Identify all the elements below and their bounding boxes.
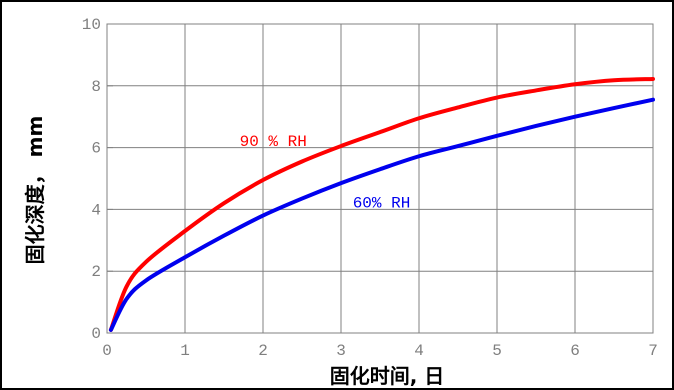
series-label-0: 90 % RH [240,133,307,151]
tick-labels: 0 1 2 3 4 5 6 7 0 2 4 6 8 10 [82,16,658,360]
x-tick-label: 4 [414,342,424,360]
plot-area [106,23,654,334]
y-tick-label: 8 [91,78,101,96]
y-tick-label: 2 [91,263,101,281]
y-tick-label: 6 [91,140,101,158]
series-line-0 [108,77,655,332]
series-line-1 [108,97,655,332]
y-axis-title: 固化深度， mm [23,116,47,265]
x-tick-label: 5 [492,342,502,360]
series-lines [108,77,655,332]
x-tick-label: 6 [570,342,580,360]
y-tick-label: 4 [91,201,101,219]
x-axis-title: 固化时间, 日 [330,364,445,388]
x-tick-label: 0 [102,342,112,360]
x-tick-label: 2 [258,342,268,360]
x-tick-label: 7 [648,342,658,360]
grid [106,23,654,334]
series-labels: 90 % RH 60% RH [240,133,411,213]
y-tick-label: 0 [91,325,101,343]
x-tick-label: 3 [336,342,346,360]
x-tick-label: 1 [180,342,190,360]
series-label-1: 60% RH [353,195,411,213]
y-tick-label: 10 [82,16,101,34]
